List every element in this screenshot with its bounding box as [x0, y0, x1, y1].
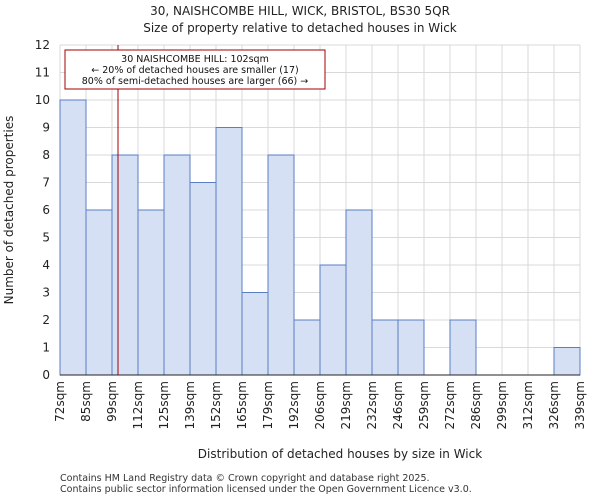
x-tick-label: 72sqm	[53, 381, 67, 422]
y-tick-label: 11	[35, 66, 50, 80]
y-tick-label: 5	[42, 231, 50, 245]
annotation-box	[64, 49, 326, 90]
x-tick-label: 312sqm	[521, 381, 535, 429]
x-tick-label: 85sqm	[79, 381, 93, 422]
y-tick-label: 6	[42, 203, 50, 217]
x-tick-label: 286sqm	[469, 381, 483, 429]
y-tick-label: 10	[35, 93, 50, 107]
x-tick-label: 139sqm	[183, 381, 197, 429]
y-tick-label: 9	[42, 121, 50, 135]
x-tick-label: 272sqm	[443, 381, 457, 429]
histogram-bar	[163, 154, 191, 376]
x-axis-label: Distribution of detached houses by size …	[198, 447, 482, 461]
histogram-bar	[553, 347, 581, 376]
x-tick-label: 125sqm	[157, 381, 171, 429]
y-tick-label: 8	[42, 148, 50, 162]
histogram-bar	[267, 154, 295, 376]
histogram-bar	[215, 127, 243, 376]
annotation-line: ← 20% of detached houses are smaller (17…	[91, 65, 298, 76]
histogram-bar	[293, 319, 321, 376]
y-tick-label: 4	[42, 258, 50, 272]
histogram-bar	[397, 319, 425, 376]
x-tick-label: 326sqm	[547, 381, 561, 429]
x-tick-label: 112sqm	[131, 381, 145, 429]
x-tick-label: 259sqm	[417, 381, 431, 429]
y-tick-label: 0	[42, 368, 50, 382]
histogram-bar	[449, 319, 477, 376]
y-tick-label: 3	[42, 286, 50, 300]
x-tick-label: 339sqm	[573, 381, 587, 429]
histogram-bar	[189, 182, 217, 376]
histogram-bar	[371, 319, 399, 376]
chart-subtitle: Size of property relative to detached ho…	[143, 21, 457, 35]
histogram-bar	[111, 154, 139, 376]
x-tick-label: 246sqm	[391, 381, 405, 429]
histogram-bar	[85, 209, 113, 376]
histogram-bar	[137, 209, 165, 376]
x-tick-label: 219sqm	[339, 381, 353, 429]
histogram-bar	[345, 209, 373, 376]
annotation-line: 30 NAISHCOMBE HILL: 102sqm	[121, 54, 269, 65]
x-tick-label: 232sqm	[365, 381, 379, 429]
footer-licence: Contains public sector information licen…	[60, 484, 472, 495]
histogram-bar	[59, 99, 87, 376]
x-tick-label: 165sqm	[235, 381, 249, 429]
x-tick-label: 206sqm	[313, 381, 327, 429]
histogram-bar	[241, 292, 269, 376]
y-axis-label: Number of detached properties	[2, 116, 16, 305]
annotation-line: 80% of semi-detached houses are larger (…	[82, 76, 309, 87]
y-tick-label: 12	[35, 38, 50, 52]
x-tick-label: 192sqm	[287, 381, 301, 429]
histogram-bar	[319, 264, 347, 376]
y-tick-label: 2	[42, 313, 50, 327]
x-tick-label: 179sqm	[261, 381, 275, 429]
footer-copyright: Contains HM Land Registry data © Crown c…	[60, 473, 430, 484]
x-tick-label: 152sqm	[209, 381, 223, 429]
y-tick-label: 1	[42, 341, 50, 355]
chart-title: 30, NAISHCOMBE HILL, WICK, BRISTOL, BS30…	[150, 4, 450, 18]
x-tick-label: 299sqm	[495, 381, 509, 429]
y-tick-label: 7	[42, 176, 50, 190]
x-tick-label: 99sqm	[105, 381, 119, 422]
